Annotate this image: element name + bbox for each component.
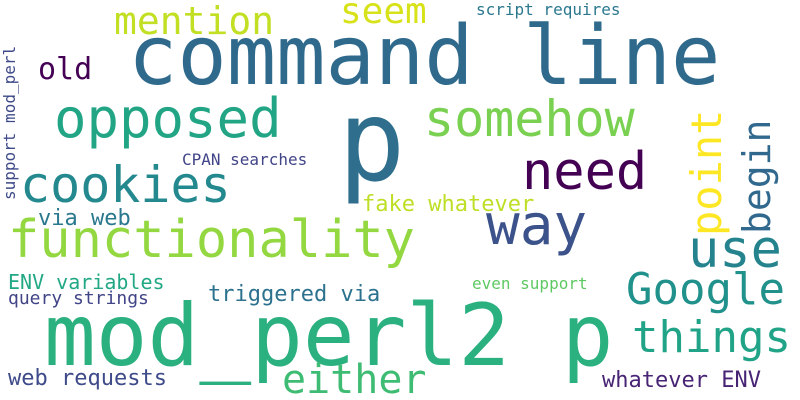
word-mod-perl2-p: mod_perl2 p bbox=[44, 286, 614, 386]
word-begin: begin bbox=[735, 119, 779, 234]
word-use: use bbox=[688, 220, 782, 280]
word-google: Google bbox=[626, 264, 785, 315]
word-mention: mention bbox=[114, 0, 275, 43]
word-whatever-env: whatever ENV bbox=[602, 368, 761, 393]
word-script-requires: script requires bbox=[476, 0, 621, 19]
word-functionality: functionality bbox=[8, 210, 415, 270]
word-fake-whatever: fake whatever bbox=[362, 192, 535, 217]
word-cpan-searches: CPAN searches bbox=[182, 150, 308, 169]
word-triggered-via: triggered via bbox=[208, 282, 381, 307]
word-somehow: somehow bbox=[424, 90, 635, 148]
word-either: either bbox=[282, 357, 427, 400]
word-need: need bbox=[522, 142, 648, 202]
word-via-web: via web bbox=[38, 206, 131, 231]
word-way: way bbox=[486, 193, 588, 258]
word-opposed: opposed bbox=[54, 87, 282, 150]
word-old: old bbox=[38, 52, 93, 87]
word-cookies: cookies bbox=[20, 156, 231, 214]
word-web-requests: web requests bbox=[8, 366, 167, 391]
word-p: p bbox=[338, 77, 406, 207]
word-seem: seem bbox=[340, 0, 427, 32]
word-even-support: even support bbox=[472, 274, 588, 293]
word-support-mod-perl: support mod_perl bbox=[0, 45, 19, 200]
word-env-variables: ENV variables bbox=[8, 270, 165, 294]
word-query-strings: query strings bbox=[8, 288, 149, 309]
word-point: point bbox=[682, 109, 731, 236]
word-things: things bbox=[632, 312, 791, 363]
word-command-line: command line bbox=[128, 9, 721, 104]
